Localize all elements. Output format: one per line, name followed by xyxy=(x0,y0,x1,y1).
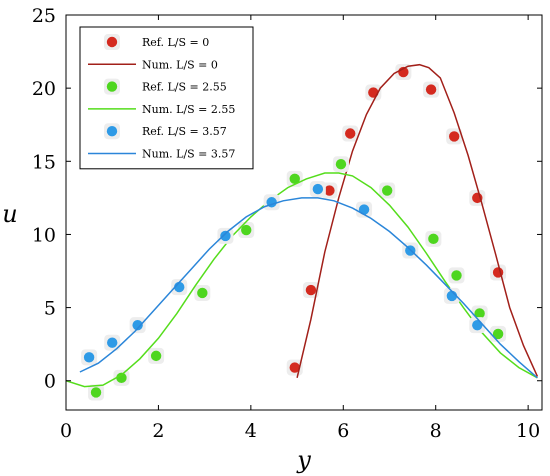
data-point xyxy=(289,173,300,185)
data-point xyxy=(116,372,127,384)
axes: 0 2 4 6 8 10 0 5 10 15 20 25 y u xyxy=(2,5,543,474)
data-point xyxy=(324,185,335,196)
legend-box xyxy=(79,26,254,170)
data-point xyxy=(448,131,460,142)
legend-marker xyxy=(106,36,118,48)
data-point xyxy=(381,185,393,196)
data-point xyxy=(428,233,439,245)
series-line-3 xyxy=(66,172,538,388)
data-point xyxy=(90,387,102,398)
plot-series xyxy=(66,63,539,401)
x-axis-label: y xyxy=(296,446,311,474)
data-point xyxy=(358,204,370,215)
x-tick-label: 8 xyxy=(430,420,442,442)
data-point xyxy=(220,230,231,242)
legend-label: Ref. L/S = 0 xyxy=(142,36,209,49)
data-point xyxy=(335,159,347,170)
data-point xyxy=(492,328,504,340)
x-tick-label: 2 xyxy=(152,420,164,442)
data-point xyxy=(83,352,95,363)
data-point xyxy=(474,308,485,319)
series-line-5 xyxy=(79,197,538,379)
plot-frame xyxy=(65,14,543,411)
y-tick-label: 20 xyxy=(32,78,56,100)
y-tick-label: 5 xyxy=(44,298,56,320)
x-tick-label: 4 xyxy=(245,420,257,442)
data-point xyxy=(312,183,324,195)
x-tick-label: 0 xyxy=(60,420,72,442)
legend-label: Ref. L/S = 3.57 xyxy=(142,125,227,138)
data-point xyxy=(425,84,437,95)
data-point xyxy=(345,128,356,139)
data-point xyxy=(150,350,162,362)
data-point xyxy=(107,337,118,348)
x-tick-label: 6 xyxy=(337,420,349,442)
series-line-1 xyxy=(296,63,539,378)
legend-marker xyxy=(106,126,118,137)
data-point xyxy=(472,319,483,331)
data-point xyxy=(241,224,252,236)
data-point xyxy=(289,362,300,373)
plot-area xyxy=(66,63,539,401)
legend-label: Num. L/S = 0 xyxy=(142,58,218,71)
x-tick-label: 10 xyxy=(516,420,540,442)
legend-label: Ref. L/S = 2.55 xyxy=(142,81,227,94)
legend: Ref. L/S = 0 Num. L/S = 0 Ref. L/S = 2.55 N… xyxy=(79,26,254,170)
y-tick-label: 25 xyxy=(32,5,56,27)
data-point xyxy=(197,287,208,299)
y-tick-label: 10 xyxy=(32,224,56,246)
data-point xyxy=(305,284,317,296)
data-point xyxy=(451,270,462,281)
legend-label: Num. L/S = 3.57 xyxy=(142,148,235,161)
y-tick-label: 15 xyxy=(32,151,56,173)
y-tick-label: 0 xyxy=(44,371,56,393)
legend-label: Num. L/S = 2.55 xyxy=(142,103,235,116)
data-point xyxy=(132,319,143,331)
legend-marker xyxy=(106,81,118,92)
y-axis-label: u xyxy=(2,200,17,228)
data-point xyxy=(368,87,379,98)
